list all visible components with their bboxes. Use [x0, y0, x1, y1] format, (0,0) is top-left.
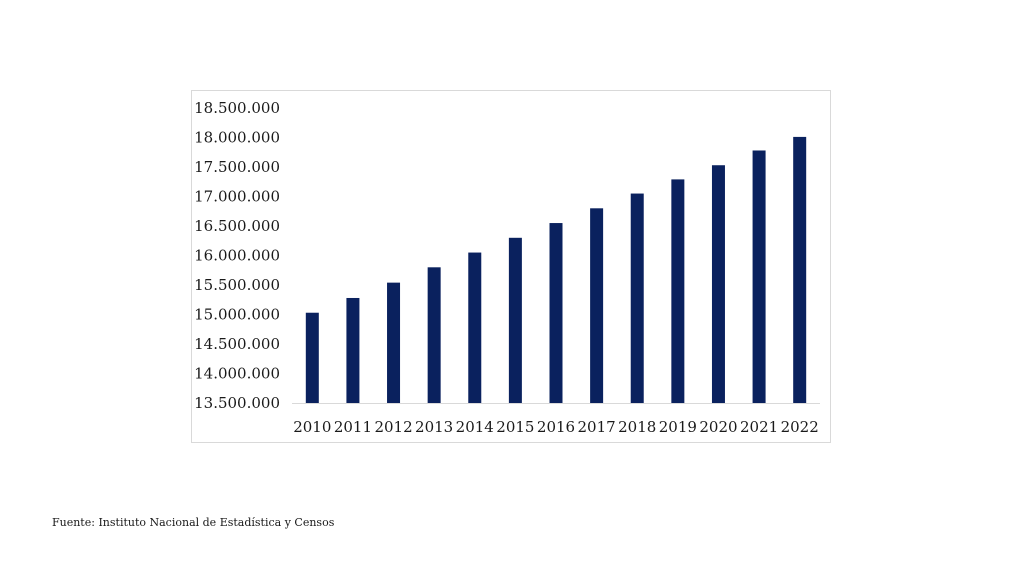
bar — [549, 223, 563, 403]
x-tick-label: 2010 — [293, 418, 331, 436]
bar — [630, 193, 644, 403]
x-tick-label: 2015 — [496, 418, 534, 436]
x-tick-label: 2012 — [374, 418, 412, 436]
y-tick-label: 17.000.000 — [194, 188, 280, 206]
bar — [793, 136, 807, 403]
bar-chart: 13.500.000 14.000.000 14.500.000 15.000.000… — [194, 99, 820, 436]
bar — [427, 267, 441, 403]
x-tick-label: 2022 — [781, 418, 819, 436]
bar — [590, 208, 604, 403]
x-axis-tick-labels: 2010 2011 2012 2013 2014 2015 2016 2017 2018 2019… — [293, 418, 819, 436]
bar — [752, 150, 766, 403]
x-tick-label: 2016 — [537, 418, 575, 436]
x-tick-label: 2020 — [699, 418, 737, 436]
x-tick-label: 2019 — [659, 418, 697, 436]
y-tick-label: 16.000.000 — [194, 247, 280, 265]
bars — [305, 136, 807, 403]
chart-frame: 13.500.000 14.000.000 14.500.000 15.000.000… — [191, 90, 831, 443]
bar — [671, 179, 685, 403]
x-tick-label: 2014 — [456, 418, 494, 436]
y-tick-label: 15.500.000 — [194, 276, 280, 294]
x-tick-label: 2017 — [578, 418, 616, 436]
x-tick-label: 2018 — [618, 418, 656, 436]
bar — [508, 237, 522, 403]
x-tick-label: 2013 — [415, 418, 453, 436]
bar — [711, 165, 725, 403]
bar — [468, 252, 482, 403]
y-tick-label: 15.000.000 — [194, 306, 280, 324]
y-tick-label: 14.500.000 — [194, 335, 280, 353]
y-tick-label: 18.000.000 — [194, 129, 280, 147]
y-tick-label: 18.500.000 — [194, 99, 280, 117]
y-tick-label: 14.000.000 — [194, 365, 280, 383]
source-note: Fuente: Instituto Nacional de Estadístic… — [52, 516, 335, 529]
y-tick-label: 17.500.000 — [194, 158, 280, 176]
x-tick-label: 2021 — [740, 418, 778, 436]
bar — [305, 312, 319, 403]
y-tick-label: 13.500.000 — [194, 394, 280, 412]
x-tick-label: 2011 — [334, 418, 372, 436]
bar — [346, 297, 360, 403]
bar — [387, 282, 401, 403]
y-tick-label: 16.500.000 — [194, 217, 280, 235]
y-axis-tick-labels: 13.500.000 14.000.000 14.500.000 15.000.000… — [194, 99, 280, 412]
